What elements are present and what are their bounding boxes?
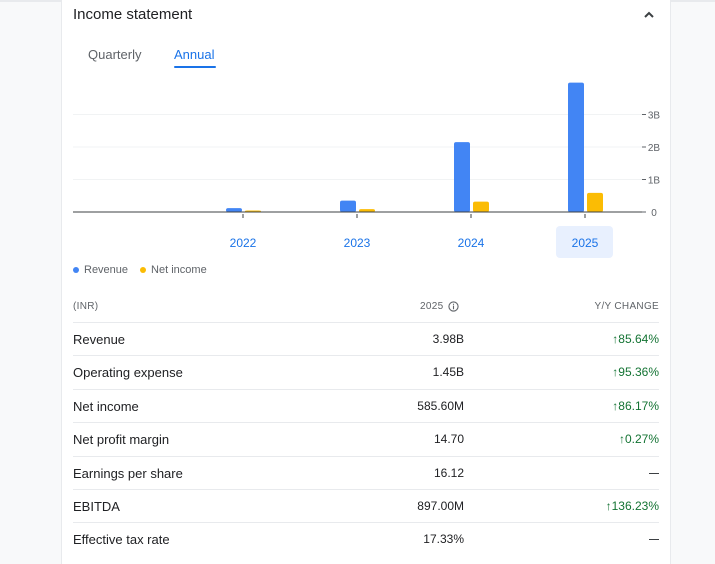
x-tick-label-2024: 2024 [458,236,485,250]
income-statement-card: Income statement Quarterly Annual 0 1B 2B 3… [61,0,671,564]
table-row: Net profit margin 14.70 ↑0.27% [73,422,659,456]
no-change-dash-icon [649,539,659,541]
row-value: 16.12 [433,465,464,480]
arrow-up-icon: ↑ [612,365,619,380]
row-value: 3.98B [432,332,464,346]
income-chart: 0 1B 2B 3B 2022 2023 2024 2025 [73,82,661,250]
section-title: Income statement [73,6,193,23]
row-change: ↑85.64% [612,332,659,346]
x-tick-label-2025: 2025 [572,236,599,250]
change-header: Y/Y CHANGE [594,301,659,312]
legend-revenue-label: Revenue [84,264,129,276]
row-change: ↑0.27% [619,432,659,446]
arrow-up-icon: ↑ [605,499,612,513]
currency-header: (INR) [73,301,99,312]
tab-annual[interactable]: Annual [174,47,215,62]
x-tick-label-2023: 2023 [344,236,371,250]
net-income-bar [587,192,603,212]
revenue-bar [340,200,356,212]
revenue-bar [226,208,242,212]
y-tick-label: 2B [648,143,661,154]
chevron-up-icon[interactable] [642,8,656,22]
legend-net-income-dot [140,267,147,273]
row-change-value: 86.17% [618,398,659,413]
row-value: 14.70 [433,432,464,447]
legend-net-income: Net income [140,264,207,276]
row-value: 585.60M [417,398,464,413]
year-header-label: 2025 [420,301,444,312]
y-tick-label: 3B [648,111,661,122]
row-label: Effective tax rate [73,532,170,548]
table-row: Effective tax rate 17.33% [73,522,659,556]
chart-legend: Revenue Net income [73,264,207,276]
row-label: Net profit margin [73,432,170,448]
x-tick-label-2022: 2022 [230,236,257,250]
row-value: 1.45B [432,365,464,380]
revenue-bar [454,142,470,212]
info-icon[interactable] [448,301,460,312]
y-tick-label: 1B [648,176,661,187]
row-change: ↑86.17% [612,399,659,413]
row-change-value: 136.23% [611,499,659,513]
legend-revenue-dot [73,267,79,273]
row-value: 897.00M [417,499,464,513]
row-change-value: 95.36% [618,365,659,380]
year-header: 2025 [420,301,460,312]
table-row: Operating expense 1.45B ↑95.36% [73,355,659,389]
row-label: EBITDA [73,499,120,514]
row-change: ↑95.36% [612,365,659,379]
arrow-up-icon: ↑ [612,398,619,413]
net-income-bar [359,209,375,212]
arrow-up-icon: ↑ [612,332,619,346]
table-row: Earnings per share 16.12 [73,455,659,490]
row-change-value: 0.27% [624,432,659,447]
y-tick-label: 0 [651,208,657,219]
row-change-value: 85.64% [618,332,659,346]
row-value: 17.33% [423,532,464,547]
table-row: Revenue 3.98B ↑85.64% [73,322,659,356]
active-tab-indicator [174,66,216,68]
row-label: Revenue [73,332,126,347]
legend-net-income-label: Net income [151,264,207,276]
row-label: Net income [73,398,139,414]
no-change-dash-icon [649,472,659,474]
table-row: EBITDA 897.00M ↑136.23% [73,489,659,523]
selected-year-highlight[interactable] [556,226,613,258]
row-change: ↑136.23% [606,499,659,513]
revenue-bar [568,82,584,213]
row-label: Operating expense [73,365,183,381]
tab-quarterly[interactable]: Quarterly [88,47,142,62]
net-income-bar [473,201,489,212]
arrow-up-icon: ↑ [618,432,625,447]
table-row: Net income 585.60M ↑86.17% [73,388,659,423]
row-label: Earnings per share [73,465,183,481]
legend-revenue: Revenue [73,264,128,276]
